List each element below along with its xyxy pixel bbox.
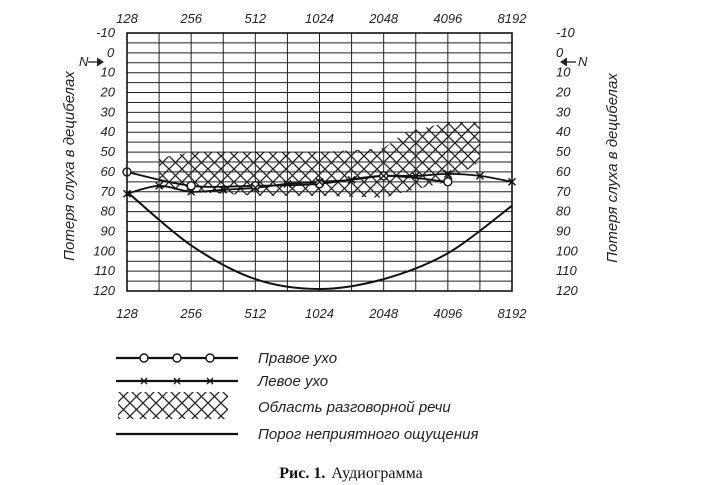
speech-area-region <box>159 122 480 198</box>
y-tick-label-left: 40 <box>101 124 116 139</box>
y-tick-label-right: 0 <box>556 45 564 60</box>
y-tick-label-right: 10 <box>556 65 571 80</box>
x-tick-label-top: 4096 <box>433 11 463 26</box>
left-ear-point <box>155 181 164 190</box>
y-marker-left-label: N <box>79 54 89 69</box>
y-marker-left-arrow <box>88 57 104 67</box>
y-tick-label-right: 50 <box>556 144 571 159</box>
y-marker-right-arrow <box>560 57 576 67</box>
y-tick-label-right: 110 <box>556 263 577 278</box>
x-tick-label-bottom: 256 <box>179 306 202 321</box>
left-ear-point <box>379 171 388 180</box>
y-tick-label-left: 80 <box>101 204 116 219</box>
y-tick-label-left: 90 <box>101 223 116 238</box>
left-ear-point <box>347 175 356 184</box>
left-ear-point <box>251 183 260 192</box>
y-tick-label-right: 30 <box>556 104 571 119</box>
legend-discomfort-label: Порог неприятного ощущения <box>258 426 479 443</box>
y-tick-label-right: 70 <box>556 184 571 199</box>
caption-text: Аудиограмма <box>331 465 422 482</box>
legend-right-ear: Правое ухо <box>116 350 337 367</box>
x-tick-label-bottom: 2048 <box>368 306 399 321</box>
y-tick-label-right: 60 <box>556 164 571 179</box>
y-ticks-right: -10 0 10 20 30 40 50 60 70 80 90 100 110 120 <box>555 25 578 298</box>
left-ear-point <box>411 171 420 180</box>
y-tick-label-left: -10 <box>96 25 116 40</box>
x-tick-label-bottom: 128 <box>116 306 138 321</box>
x-tick-label-bottom: 1024 <box>305 306 334 321</box>
x-tick-label-top: 256 <box>179 11 202 26</box>
y-tick-label-left: 60 <box>101 164 116 179</box>
legend-right-ear-label: Правое ухо <box>258 350 337 367</box>
y-tick-label-left: 120 <box>93 283 115 298</box>
x-tick-label-bottom: 4096 <box>433 306 463 321</box>
legend-discomfort: Порог неприятного ощущения <box>116 426 479 443</box>
y-tick-label-right: 20 <box>555 85 571 100</box>
left-ear-point <box>283 179 292 188</box>
y-tick-label-left: 20 <box>100 85 116 100</box>
legend-speech-area-label: Область разговорной речи <box>258 399 451 416</box>
y-tick-label-left: 10 <box>101 65 116 80</box>
plot-frame <box>126 32 513 292</box>
y-tick-label-left: 70 <box>101 184 116 199</box>
legend: Правое ухо Левое ухо Область разговорной… <box>116 350 479 443</box>
y-marker-right-label: N <box>578 54 588 69</box>
right-ear-point <box>250 181 261 191</box>
x-ticks-top: 128 256 512 1024 2048 4096 8192 <box>116 11 527 26</box>
y-tick-label-right: 40 <box>556 124 571 139</box>
y-tick-label-right: 120 <box>556 283 578 298</box>
y-tick-label-right: -10 <box>556 25 576 40</box>
left-ear-point <box>443 169 452 178</box>
x-tick-label-top: 512 <box>244 11 266 26</box>
y-tick-label-left: 110 <box>94 263 115 278</box>
y-axis-label-left: Потеря слуха в децибелах <box>61 71 78 261</box>
left-ear-point <box>187 187 196 196</box>
legend-speech-area: Область разговорной речи <box>118 392 451 419</box>
series-markers <box>122 167 516 198</box>
legend-left-ear: Левое ухо <box>116 373 328 390</box>
speech-area-polygon <box>159 122 480 198</box>
figure-caption: Рис. 1. Аудиограмма <box>279 465 422 482</box>
right-ear-point <box>443 177 453 187</box>
y-tick-label-left: 30 <box>101 104 116 119</box>
y-tick-label-left: 0 <box>107 45 115 60</box>
x-ticks-bottom: 128 256 512 1024 2048 4096 8192 <box>116 306 527 321</box>
x-tick-label-top: 8192 <box>498 11 528 26</box>
legend-left-ear-label: Левое ухо <box>257 373 328 390</box>
x-tick-label-bottom: 512 <box>244 306 266 321</box>
left-ear-point <box>219 185 228 194</box>
y-tick-label-right: 80 <box>556 204 571 219</box>
y-ticks-left: -10 0 10 20 30 40 50 60 70 80 90 100 110 120 <box>93 25 115 298</box>
right-ear-point <box>314 179 325 189</box>
y-tick-label-right: 90 <box>556 223 571 238</box>
left-ear-point <box>475 171 484 180</box>
x-tick-label-top: 2048 <box>368 11 399 26</box>
y-tick-label-left: 50 <box>101 144 116 159</box>
x-tick-label-top: 128 <box>116 11 138 26</box>
x-tick-label-top: 1024 <box>305 11 334 26</box>
left-ear-point <box>315 177 324 186</box>
y-tick-label-right: 100 <box>556 243 578 258</box>
x-tick-label-bottom: 8192 <box>498 306 528 321</box>
right-ear-point <box>186 181 196 191</box>
caption-label: Рис. 1. <box>279 465 325 482</box>
y-tick-label-left: 100 <box>93 243 115 258</box>
discomfort-threshold-line <box>127 191 512 291</box>
y-axis-label-right: Потеря слуха в децибелах <box>604 73 621 263</box>
